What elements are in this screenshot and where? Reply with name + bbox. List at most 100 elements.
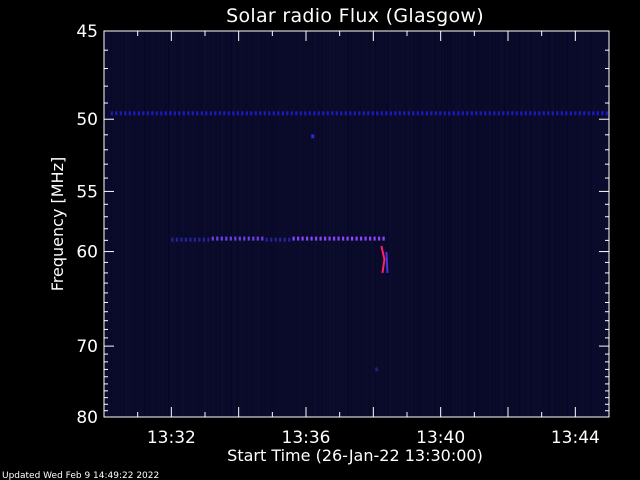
band-mark (373, 236, 376, 241)
background-streak (453, 32, 454, 416)
x-tick-label: 13:32 (147, 428, 196, 448)
band-mark (380, 111, 383, 116)
band-mark (196, 111, 199, 116)
background-streak (501, 32, 502, 416)
background-streak (252, 32, 253, 416)
background-streak (468, 32, 469, 416)
background-streak (333, 32, 334, 416)
band-mark (202, 237, 205, 242)
band-mark (560, 111, 563, 116)
band-mark (385, 111, 388, 116)
band-mark (137, 111, 140, 116)
band-mark (200, 111, 203, 116)
band-mark (238, 236, 241, 241)
background-streak (552, 32, 553, 416)
background-streak (309, 32, 310, 416)
band-mark (324, 236, 327, 241)
band-mark (169, 111, 172, 116)
band-mark (279, 237, 282, 242)
band-mark (290, 111, 293, 116)
background-streak (462, 32, 463, 416)
background-streak (183, 32, 184, 416)
x-tick-label: 13:40 (416, 428, 465, 448)
background-streak (366, 32, 367, 416)
background-streak (342, 32, 343, 416)
background-streak (222, 32, 223, 416)
background-streak (483, 32, 484, 416)
band-mark (362, 111, 365, 116)
background-streak (567, 32, 568, 416)
background-streak (390, 32, 391, 416)
background-streak (180, 32, 181, 416)
background-streak (177, 32, 178, 416)
background-streak (228, 32, 229, 416)
y-axis-label: Frequency [MHz] (48, 157, 67, 291)
band-mark (301, 236, 304, 241)
band-mark (520, 111, 523, 116)
band-mark (220, 236, 223, 241)
x-tick-label: 13:36 (282, 428, 331, 448)
background-streak (534, 32, 535, 416)
band-mark (151, 111, 154, 116)
band-mark (331, 111, 334, 116)
band-mark (335, 111, 338, 116)
background-streak (516, 32, 517, 416)
band-mark (274, 237, 277, 242)
band-mark (484, 111, 487, 116)
background-streak (432, 32, 433, 416)
background-streak (159, 32, 160, 416)
background-streak (207, 32, 208, 416)
background-streak (375, 32, 376, 416)
band-mark (556, 111, 559, 116)
background-streak (282, 32, 283, 416)
band-mark (398, 111, 401, 116)
background-streak (267, 32, 268, 416)
background-streak (246, 32, 247, 416)
band-mark (529, 111, 532, 116)
band-mark (209, 111, 212, 116)
background-streak (225, 32, 226, 416)
band-mark (583, 111, 586, 116)
band-mark (214, 111, 217, 116)
band-mark (115, 111, 118, 116)
background-streak (456, 32, 457, 416)
band-mark (310, 236, 313, 241)
background-streak (387, 32, 388, 416)
band-mark (277, 111, 280, 116)
background-streak (444, 32, 445, 416)
background-streak (234, 32, 235, 416)
background-streak (294, 32, 295, 416)
band-mark (601, 111, 604, 116)
band-mark (268, 111, 271, 116)
background-streak (141, 32, 142, 416)
x-axis: 13:32 13:36 13:40 13:44 (137, 31, 600, 448)
band-mark (502, 111, 505, 116)
band-mark (306, 236, 309, 241)
background-streak (417, 32, 418, 416)
background-streak (132, 32, 133, 416)
band-mark (378, 236, 381, 241)
band-mark (256, 236, 259, 241)
background-streak (576, 32, 577, 416)
band-mark (295, 111, 298, 116)
background-streak (489, 32, 490, 416)
band-mark (448, 111, 451, 116)
background-streak (561, 32, 562, 416)
background-streak (126, 32, 127, 416)
y-tick-label: 80 (76, 408, 98, 428)
background-streak (429, 32, 430, 416)
background-streak (411, 32, 412, 416)
band-mark (353, 111, 356, 116)
background-streak (402, 32, 403, 416)
background-streak (330, 32, 331, 416)
background-streak (507, 32, 508, 416)
background-streak (201, 32, 202, 416)
background-streak (219, 32, 220, 416)
background-streak (351, 32, 352, 416)
background-streak (195, 32, 196, 416)
band-mark (369, 236, 372, 241)
background-streak (306, 32, 307, 416)
band-mark (337, 236, 340, 241)
background-streak (549, 32, 550, 416)
band-mark (270, 237, 273, 242)
